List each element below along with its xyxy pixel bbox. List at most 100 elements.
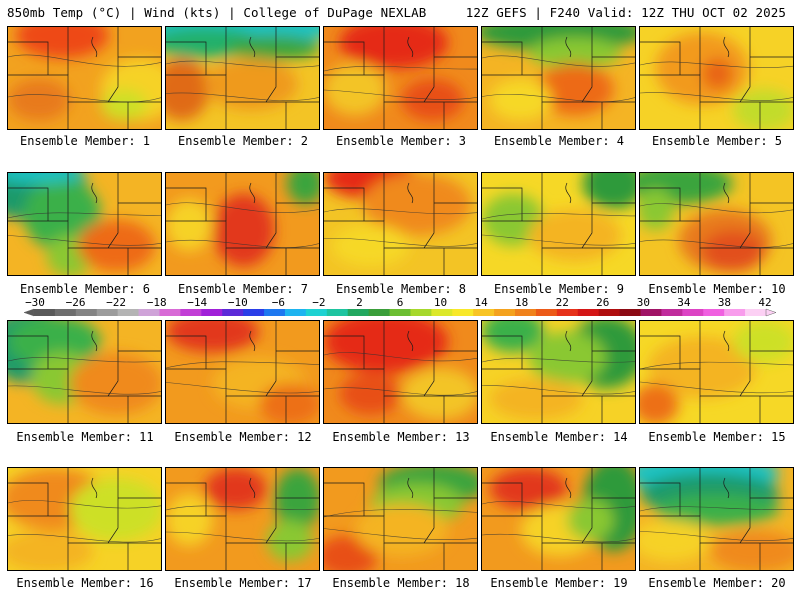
temperature-region bbox=[204, 468, 267, 510]
ensemble-member-label: Ensemble Member: 17 bbox=[174, 576, 312, 590]
height-contours bbox=[324, 208, 477, 247]
temperature-region bbox=[640, 188, 675, 231]
colorbar-tick-label: 18 bbox=[515, 296, 528, 309]
colorbar-swatch bbox=[34, 309, 56, 316]
ensemble-member-map bbox=[639, 26, 794, 130]
temperature-region bbox=[339, 27, 448, 69]
temperature-region bbox=[8, 173, 86, 184]
temperature-region bbox=[647, 336, 757, 399]
temperature-region bbox=[733, 321, 793, 363]
ensemble-member-map bbox=[481, 320, 636, 424]
ensemble-member-label: Ensemble Member: 18 bbox=[332, 576, 470, 590]
colorbar-swatch bbox=[703, 309, 725, 316]
temperature-region bbox=[489, 378, 583, 420]
height-contours bbox=[166, 202, 319, 248]
ensemble-member-map bbox=[481, 26, 636, 130]
colorbar-swatch bbox=[222, 309, 244, 316]
ensemble-member-label: Ensemble Member: 9 bbox=[493, 282, 625, 296]
map-title: 850mb Temp (°C) | Wind (kts) | College o… bbox=[7, 5, 427, 20]
ensemble-member-label: Ensemble Member: 1 bbox=[19, 134, 151, 148]
ensemble-member-map bbox=[7, 26, 162, 130]
ensemble-member-label: Ensemble Member: 8 bbox=[335, 282, 467, 296]
temperature-region bbox=[355, 504, 448, 557]
ensemble-member-label: Ensemble Member: 4 bbox=[493, 134, 625, 148]
temperature-region bbox=[77, 219, 156, 272]
temperature-field bbox=[166, 468, 319, 570]
height-contours bbox=[482, 55, 635, 103]
temperature-region bbox=[482, 193, 544, 246]
temperature-field bbox=[166, 173, 319, 275]
ensemble-member-map bbox=[7, 467, 162, 571]
colorbar-swatch bbox=[326, 309, 349, 316]
colorbar-swatch bbox=[54, 309, 77, 316]
colorbar-tick-label: −30 bbox=[25, 296, 45, 309]
temperature-region bbox=[274, 468, 319, 531]
temperature-field bbox=[482, 27, 635, 129]
ensemble-member-map bbox=[639, 172, 794, 276]
colorbar-swatch bbox=[305, 309, 328, 316]
state-boundaries bbox=[640, 321, 793, 423]
temperature-region bbox=[702, 58, 733, 90]
colorbar-swatch bbox=[745, 309, 767, 316]
height-contours bbox=[640, 61, 793, 101]
state-boundaries bbox=[640, 173, 793, 275]
height-contours bbox=[640, 203, 793, 248]
temperature-region bbox=[259, 383, 319, 423]
height-contours bbox=[8, 500, 161, 543]
ensemble-member-label: Ensemble Member: 14 bbox=[490, 430, 628, 444]
colorbar-tick-label: 30 bbox=[637, 296, 650, 309]
temperature-field bbox=[640, 27, 793, 129]
temperature-region bbox=[228, 35, 319, 61]
state-boundaries bbox=[166, 468, 319, 570]
colorbar-swatch bbox=[431, 309, 453, 316]
state-boundaries bbox=[8, 468, 161, 570]
temperature-region bbox=[8, 79, 70, 121]
colorbar-swatch bbox=[682, 309, 704, 316]
state-boundaries bbox=[166, 173, 319, 275]
temperature-field bbox=[8, 27, 161, 129]
colorbar-swatch bbox=[724, 309, 746, 316]
colorbar-swatch bbox=[598, 309, 621, 316]
colorbar-swatch bbox=[201, 309, 223, 316]
temperature-region bbox=[324, 63, 386, 116]
colorbar-swatch bbox=[577, 309, 600, 316]
temperature-field bbox=[324, 173, 477, 275]
colorbar-tick-label: −2 bbox=[312, 296, 325, 309]
ensemble-member-label: Ensemble Member: 3 bbox=[335, 134, 467, 148]
temperature-region bbox=[70, 478, 161, 541]
height-contours bbox=[166, 60, 319, 102]
temperature-region bbox=[640, 520, 710, 562]
colorbar-swatch bbox=[661, 309, 683, 316]
temperature-region bbox=[166, 58, 210, 121]
ensemble-member-map bbox=[7, 172, 162, 276]
ensemble-member-map bbox=[165, 172, 320, 276]
colorbar-tick-label: 14 bbox=[474, 296, 488, 309]
colorbar-tick-label: −14 bbox=[187, 296, 207, 309]
temperature-region bbox=[70, 352, 161, 415]
temperature-region bbox=[15, 27, 109, 59]
ensemble-member-label: Ensemble Member: 13 bbox=[332, 430, 470, 444]
temperature-field bbox=[8, 468, 161, 570]
temperature-region bbox=[655, 32, 749, 105]
temperature-region bbox=[702, 230, 764, 272]
height-contours bbox=[8, 54, 161, 103]
colorbar-swatch bbox=[535, 309, 558, 316]
temperature-field bbox=[8, 321, 161, 423]
temperature-field bbox=[640, 321, 793, 423]
temperature-region bbox=[401, 79, 464, 121]
temperature-region bbox=[489, 79, 552, 121]
colorbar-tick-label: −18 bbox=[147, 296, 167, 309]
temperature-region bbox=[166, 321, 259, 353]
height-contours bbox=[324, 65, 477, 100]
temperature-region bbox=[582, 173, 635, 210]
state-boundaries bbox=[640, 27, 793, 129]
colorbar-tick-label: 38 bbox=[718, 296, 731, 309]
ensemble-member-map bbox=[323, 172, 478, 276]
height-contours bbox=[166, 361, 319, 394]
temperature-region bbox=[204, 58, 298, 111]
colorbar-tick-label: 26 bbox=[596, 296, 609, 309]
height-contours bbox=[324, 352, 477, 396]
ensemble-member-map bbox=[165, 320, 320, 424]
ensemble-member-label: Ensemble Member: 2 bbox=[177, 134, 309, 148]
height-contours bbox=[8, 212, 161, 246]
